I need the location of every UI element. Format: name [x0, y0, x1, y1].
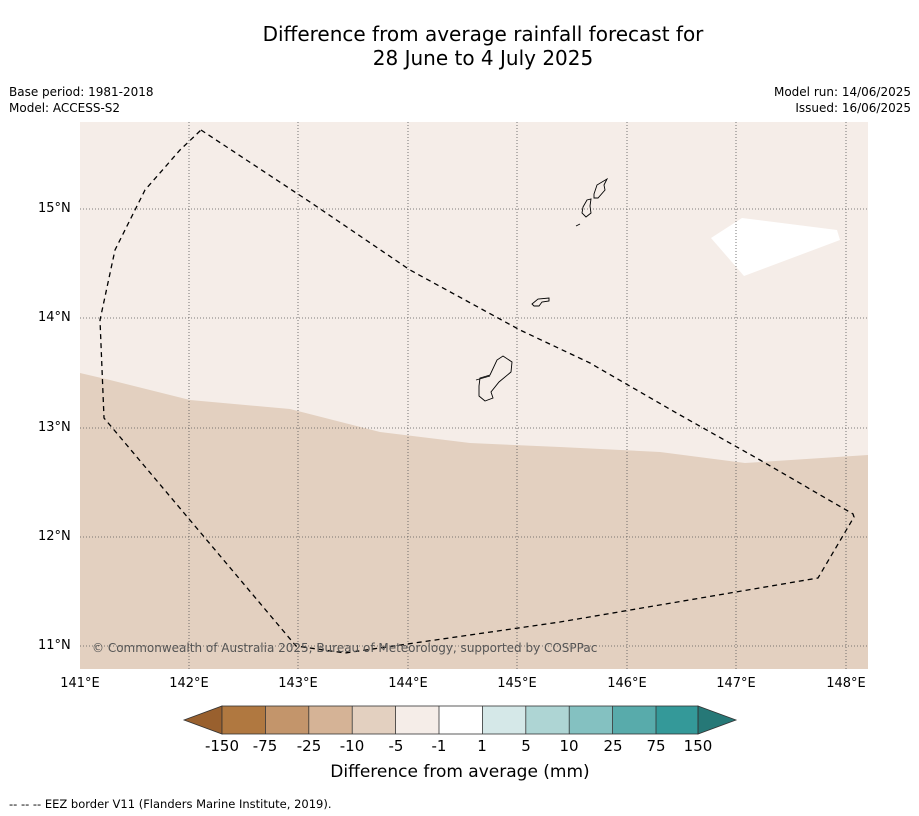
- issued-date: Issued: 16/06/2025: [795, 101, 911, 115]
- tinian-island: [581, 198, 592, 218]
- eez-border: [99, 129, 855, 654]
- rota-island: [531, 297, 550, 307]
- lat-label-13: 13°N: [38, 420, 71, 435]
- colorbar-extend-high: [697, 705, 738, 735]
- colorbar-tick: -25: [296, 737, 322, 755]
- meta-right: Model run: 14/06/2025 Issued: 16/06/2025: [774, 84, 911, 116]
- lon-label-142: 142°E: [169, 676, 209, 691]
- lon-label-144: 144°E: [388, 676, 428, 691]
- colorbar-tick: 75: [646, 737, 666, 755]
- lon-label-146: 146°E: [607, 676, 647, 691]
- saipan-island: [593, 177, 609, 199]
- colorbar-tick: -75: [252, 737, 278, 755]
- colorbar-tick: -1: [431, 737, 447, 755]
- model-name: Model: ACCESS-S2: [9, 101, 121, 115]
- lon-label-147: 147°E: [716, 676, 756, 691]
- guam-spit: [475, 375, 491, 381]
- model-run: Model run: 14/06/2025: [773, 85, 911, 99]
- colorbar-title: Difference from average (mm): [330, 762, 590, 782]
- colorbar-tick: -150: [204, 737, 240, 755]
- colorbar-extend-low: [182, 705, 223, 735]
- lon-label-145: 145°E: [497, 676, 537, 691]
- eez-footer-note: -- -- -- EEZ border V11 (Flanders Marine…: [9, 797, 332, 811]
- lat-label-14: 14°N: [38, 310, 71, 325]
- lon-label-143: 143°E: [278, 676, 318, 691]
- meta-left: Base period: 1981-2018 Model: ACCESS-S2: [9, 84, 154, 116]
- colorbar-tick: 10: [559, 737, 579, 755]
- lon-label-141: 141°E: [60, 676, 100, 691]
- title-line-2: 28 June to 4 July 2025: [372, 46, 594, 70]
- drier-region: [80, 373, 868, 669]
- lat-label-15: 15°N: [38, 201, 71, 216]
- lat-label-11: 11°N: [38, 638, 71, 653]
- colorbar-tick: 25: [603, 737, 623, 755]
- lat-label-12: 12°N: [38, 529, 71, 544]
- copyright-notice: © Commonwealth of Australia 2025, Bureau…: [92, 641, 598, 655]
- title-line-1: Difference from average rainfall forecas…: [262, 22, 704, 46]
- lon-label-148: 148°E: [826, 676, 866, 691]
- island-outlines: [475, 177, 609, 402]
- colorbar: [182, 705, 738, 735]
- aguijan-island: [575, 223, 581, 227]
- guam-island: [478, 355, 513, 402]
- colorbar-tick: 1: [477, 737, 487, 755]
- colorbar-tick: 5: [521, 737, 531, 755]
- colorbar-tick: 150: [683, 737, 713, 755]
- colorbar-tick: -5: [388, 737, 404, 755]
- gridlines: [80, 122, 868, 669]
- near-average-region: [711, 218, 840, 276]
- colorbar-tick: -10: [339, 737, 365, 755]
- base-period: Base period: 1981-2018: [9, 85, 154, 99]
- chart-title: Difference from average rainfall forecas…: [0, 22, 919, 70]
